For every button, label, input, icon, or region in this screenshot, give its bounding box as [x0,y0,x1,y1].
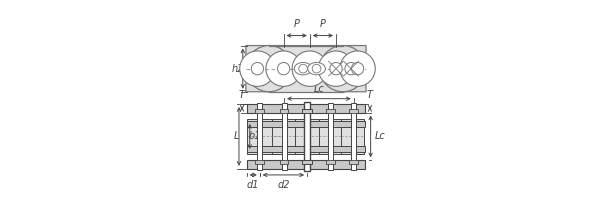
Text: d1: d1 [247,180,259,190]
Text: d2: d2 [277,180,290,190]
Bar [280,109,289,113]
Bar [304,102,310,171]
Bar [303,160,311,164]
Circle shape [312,64,321,73]
FancyBboxPatch shape [246,46,366,92]
Bar [326,160,335,164]
Circle shape [246,46,292,92]
Bar [295,119,319,154]
Text: L: L [234,131,239,141]
Ellipse shape [308,62,325,75]
Text: P: P [294,19,299,29]
Text: P: P [320,19,326,29]
Bar [349,109,358,113]
Bar [351,103,356,170]
Text: Lc: Lc [314,84,324,94]
Bar [247,160,365,169]
Bar [328,103,333,170]
Bar [280,160,289,164]
Text: Lc: Lc [374,131,385,141]
Circle shape [251,62,263,75]
Circle shape [240,51,275,86]
Bar [302,160,312,164]
Bar [303,109,311,113]
Circle shape [277,62,290,75]
Circle shape [345,62,357,75]
Ellipse shape [294,62,312,75]
Bar [302,109,312,113]
Bar [256,160,264,164]
Text: b1: b1 [248,131,261,141]
Text: h2: h2 [231,64,244,74]
Bar [247,119,288,154]
Text: T: T [239,90,245,100]
Circle shape [318,51,354,86]
Circle shape [330,62,342,75]
Circle shape [340,51,375,86]
Bar [247,146,365,152]
Bar [341,119,364,154]
Bar [257,103,262,170]
Bar [247,121,365,127]
Circle shape [352,62,364,75]
Bar [269,46,343,92]
Circle shape [299,64,307,73]
Bar [256,109,264,113]
Circle shape [266,51,301,86]
Bar [349,160,358,164]
Bar [326,109,335,113]
Bar [281,103,287,170]
Bar [247,104,365,113]
Bar [305,103,310,170]
Bar [319,119,343,154]
Circle shape [320,46,366,92]
Circle shape [292,51,328,86]
Text: T: T [367,90,373,100]
Bar [272,119,296,154]
